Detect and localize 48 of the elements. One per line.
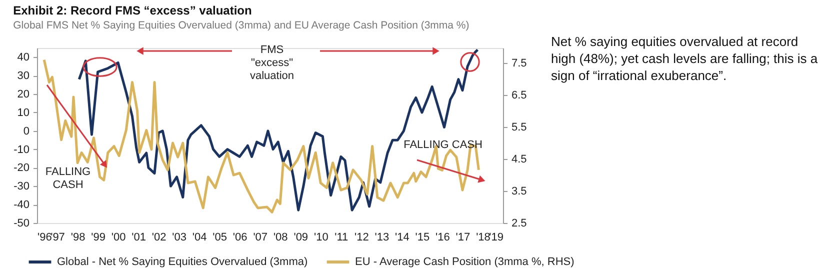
x-tick-label: '02 bbox=[152, 232, 166, 244]
legend-label: EU - Average Cash Position (3mma %, RHS) bbox=[355, 256, 574, 268]
x-tick-label: '00 bbox=[111, 232, 126, 244]
y-tick-label: 10 bbox=[17, 106, 30, 119]
y2-tick-label: 7.5 bbox=[512, 58, 527, 70]
x-tick-label: '16 bbox=[436, 232, 450, 244]
x-tick-label: '12 bbox=[354, 232, 369, 244]
x-tick-label: '05 bbox=[212, 232, 228, 244]
x-tick-label: '14 bbox=[395, 232, 410, 244]
x-tick-label: '10 bbox=[314, 232, 328, 244]
x-tick-label: '99 bbox=[91, 232, 106, 244]
x-tick-label: '06 bbox=[232, 232, 248, 244]
y-tick-label: 20 bbox=[17, 88, 30, 101]
y-tick-label: 30 bbox=[17, 70, 30, 82]
x-tick-label: '18 bbox=[476, 232, 490, 244]
y2-tick-label: 3.5 bbox=[512, 186, 527, 198]
x-tick-label: '96 bbox=[38, 232, 52, 244]
y-tick-label: 40 bbox=[17, 52, 30, 64]
x-tick-label: '19 bbox=[489, 232, 504, 244]
chart-subtitle: Global FMS Net % Saying Equities Overvalued (3mma) and EU Average Cash Position (3mma %) bbox=[13, 20, 470, 32]
x-tick-label: '15 bbox=[415, 232, 430, 244]
x-tick-label: '07 bbox=[253, 232, 268, 244]
y-tick-label: -30 bbox=[14, 180, 30, 193]
x-tick-label: '98 bbox=[70, 232, 86, 244]
x-tick-label: '03 bbox=[172, 232, 186, 244]
x-tick-label: '17 bbox=[456, 232, 470, 244]
x-tick-label: '01 bbox=[132, 232, 146, 244]
text: Net % saying equities overvalued at record high (48%); yet cash levels are falling; this is a sign of “irrational exuberance”. bbox=[551, 34, 818, 83]
x-tick-label: '09 bbox=[294, 232, 308, 244]
y2-tick-label: 4.5 bbox=[512, 154, 527, 166]
y2-tick-label: 6.5 bbox=[512, 90, 527, 102]
y-tick-label: 0 bbox=[23, 125, 30, 138]
x-tick-label: '08 bbox=[273, 232, 288, 244]
y-tick-label: -10 bbox=[14, 144, 30, 156]
x-tick-label: '97 bbox=[50, 232, 65, 244]
y-tick-label: -50 bbox=[14, 218, 30, 230]
y2-tick-label: 5.5 bbox=[512, 122, 527, 134]
y-tick-label: -20 bbox=[14, 162, 30, 174]
legend-label: Global - Net % Saying Equities Overvalued (3mma) bbox=[57, 256, 308, 268]
x-tick-label: '13 bbox=[374, 232, 390, 244]
annotation: FALLING CASH bbox=[404, 139, 482, 151]
y-tick-label: -40 bbox=[14, 199, 30, 212]
annotation: FMS "excess" valuation bbox=[250, 44, 294, 82]
x-tick-label: '11 bbox=[334, 232, 348, 244]
chart-title: Exhibit 2: Record FMS “excess” valuation bbox=[13, 4, 252, 18]
annotation: FALLING CASH bbox=[45, 166, 91, 191]
y2-tick-label: 2.5 bbox=[512, 218, 527, 230]
x-tick-label: '04 bbox=[192, 232, 207, 244]
